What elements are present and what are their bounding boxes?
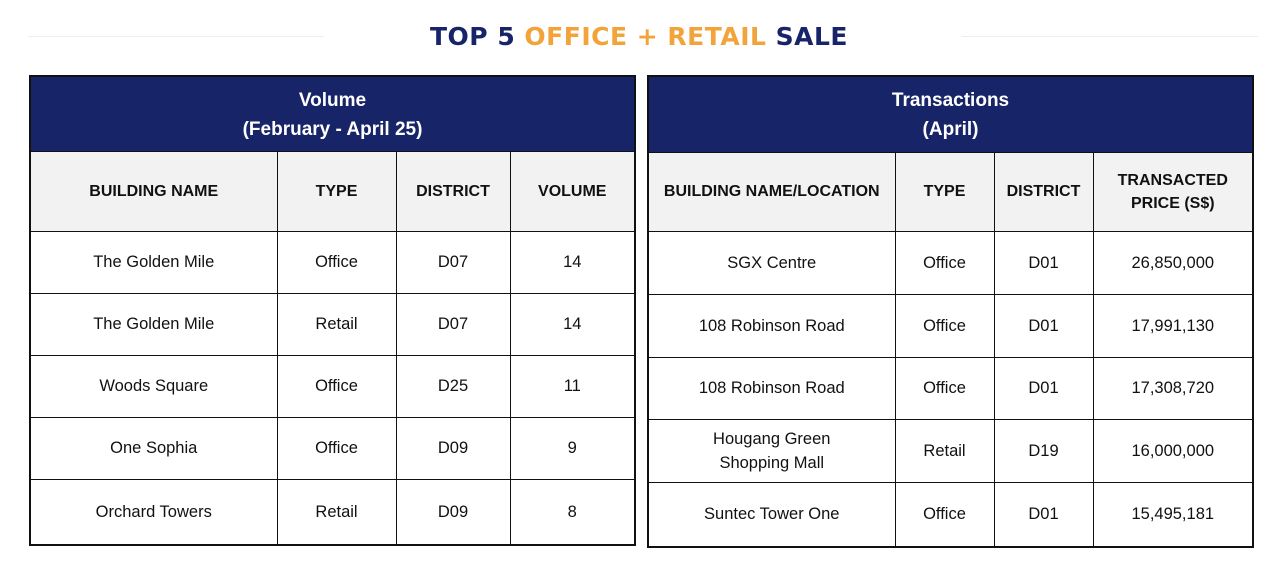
volume-cell: 14 [509, 230, 636, 294]
transactions-col-price: TRANSACTED PRICE (S$) [1092, 151, 1254, 232]
table-row: One Sophia Office D09 9 [29, 416, 636, 480]
volume-cell: 8 [509, 478, 636, 546]
type-cell: Retail [276, 292, 397, 356]
volume-cell: 14 [509, 292, 636, 356]
building-location-cell: 108 Robinson Road [647, 356, 896, 420]
volume-cell: 9 [509, 416, 636, 480]
price-cell: 15,495,181 [1092, 481, 1254, 548]
price-cell: 17,308,720 [1092, 356, 1254, 420]
transactions-table: Transactions (April) BUILDING NAME/LOCAT… [647, 75, 1255, 548]
building-name-cell: One Sophia [29, 416, 278, 480]
volume-col-district: DISTRICT [395, 150, 511, 232]
volume-table-heading-row: Volume (February - April 25) [29, 75, 636, 152]
title-rule-right [962, 36, 1258, 37]
table-row: Woods Square Office D25 11 [29, 354, 636, 418]
price-cell: 16,000,000 [1092, 418, 1254, 483]
type-cell: Office [276, 354, 397, 418]
district-cell: D01 [993, 481, 1094, 548]
building-name-cell: Woods Square [29, 354, 278, 418]
district-cell: D09 [395, 478, 511, 546]
type-cell: Office [894, 356, 995, 420]
transactions-heading-line-2: (April) [922, 119, 979, 141]
type-cell: Office [894, 293, 995, 358]
district-cell: D01 [993, 230, 1094, 295]
volume-cell: 11 [509, 354, 636, 418]
table-row: The Golden Mile Retail D07 14 [29, 292, 636, 356]
type-cell: Office [276, 230, 397, 294]
transactions-table-column-header-row: BUILDING NAME/LOCATION TYPE DISTRICT TRA… [647, 151, 1254, 232]
transactions-col-district: DISTRICT [993, 151, 1094, 232]
table-row: Suntec Tower One Office D01 15,495,181 [647, 481, 1254, 548]
price-cell: 17,991,130 [1092, 293, 1254, 358]
page-title: TOP 5 OFFICE + RETAIL SALE [0, 22, 1278, 51]
transactions-table-heading-row: Transactions (April) [647, 75, 1254, 153]
volume-col-type: TYPE [276, 150, 397, 232]
transactions-heading-line-1: Transactions [891, 90, 1010, 112]
transactions-col-building-location: BUILDING NAME/LOCATION [647, 151, 896, 232]
volume-col-building-name: BUILDING NAME [29, 150, 278, 232]
title-part-3: SALE [766, 22, 849, 51]
volume-table: Volume (February - April 25) BUILDING NA… [29, 75, 637, 546]
transactions-table-heading: Transactions (April) [647, 75, 1254, 153]
type-cell: Office [276, 416, 397, 480]
title-part-2: OFFICE + RETAIL [524, 22, 767, 51]
building-location-cell: Hougang Green Shopping Mall [647, 418, 896, 483]
building-name-cell: The Golden Mile [29, 230, 278, 294]
title-rule-left [28, 36, 324, 37]
district-cell: D01 [993, 293, 1094, 358]
transactions-col-type: TYPE [894, 151, 995, 232]
type-cell: Office [894, 481, 995, 548]
district-cell: D07 [395, 292, 511, 356]
title-part-1: TOP 5 [429, 22, 525, 51]
type-cell: Retail [894, 418, 995, 483]
volume-table-column-header-row: BUILDING NAME TYPE DISTRICT VOLUME [29, 150, 636, 232]
table-row: The Golden Mile Office D07 14 [29, 230, 636, 294]
table-row: 108 Robinson Road Office D01 17,991,130 [647, 293, 1254, 358]
building-name-cell: The Golden Mile [29, 292, 278, 356]
volume-col-volume: VOLUME [509, 150, 636, 232]
table-row: Hougang Green Shopping Mall Retail D19 1… [647, 418, 1254, 483]
volume-heading-line-2: (February - April 25) [242, 118, 423, 140]
table-row: 108 Robinson Road Office D01 17,308,720 [647, 356, 1254, 420]
table-row: SGX Centre Office D01 26,850,000 [647, 230, 1254, 295]
district-cell: D07 [395, 230, 511, 294]
building-location-cell: Suntec Tower One [647, 481, 896, 548]
type-cell: Retail [276, 478, 397, 546]
building-location-cell: SGX Centre [647, 230, 896, 295]
district-cell: D09 [395, 416, 511, 480]
district-cell: D25 [395, 354, 511, 418]
district-cell: D01 [993, 356, 1094, 420]
type-cell: Office [894, 230, 995, 295]
table-row: Orchard Towers Retail D09 8 [29, 478, 636, 546]
volume-heading-line-1: Volume [298, 89, 367, 111]
volume-table-heading: Volume (February - April 25) [29, 75, 636, 152]
district-cell: D19 [993, 418, 1094, 483]
building-name-cell: Orchard Towers [29, 478, 278, 546]
building-location-cell: 108 Robinson Road [647, 293, 896, 358]
price-cell: 26,850,000 [1092, 230, 1254, 295]
